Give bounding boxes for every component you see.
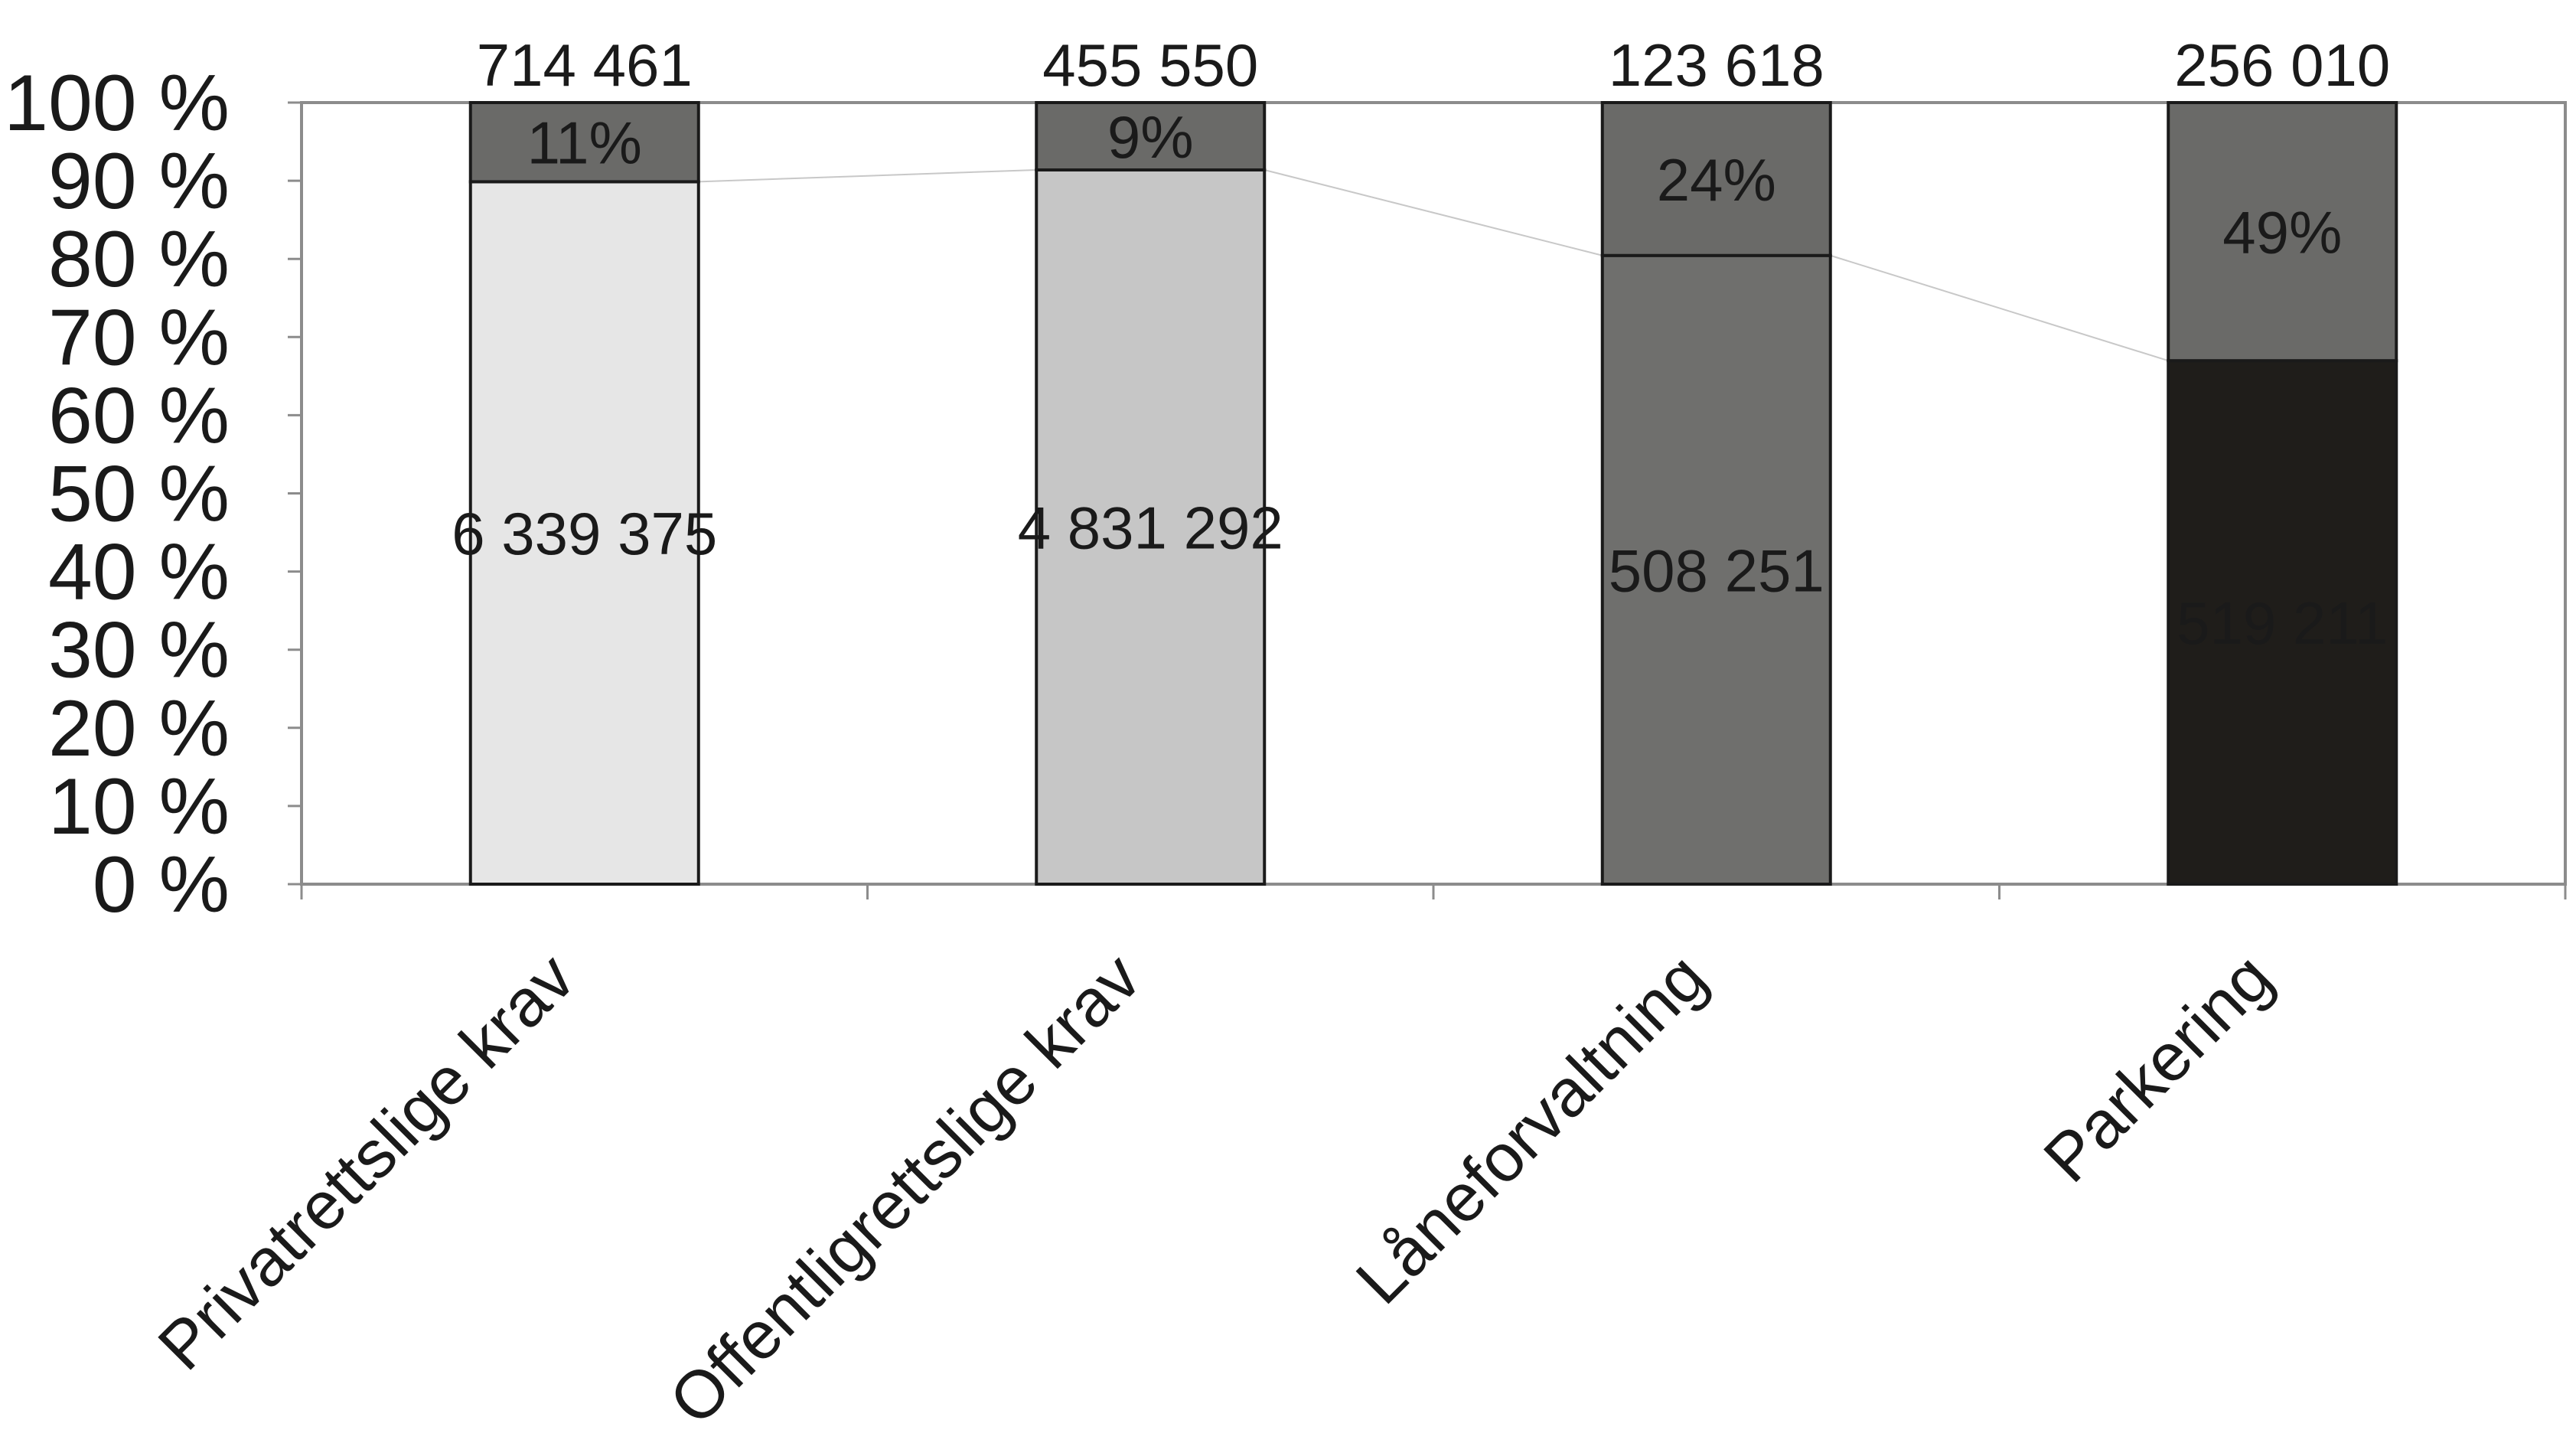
y-tick-label: 10 % [48,762,230,851]
value-label-lower: 4 831 292 [1018,494,1283,561]
bars [468,101,2398,886]
y-tick-label: 100 % [4,59,230,148]
y-tick-label: 60 % [48,371,230,460]
data-labels: 6 339 375 11% 714 461 4 831 292 9%455 550 508… [452,31,2390,657]
series-line [1830,254,2169,362]
value-label-upper: 455 550 [1042,31,1258,99]
y-tick-label: 20 % [48,684,230,773]
y-tick-label: 30 % [48,606,230,695]
value-label-lower: 519 211 [2177,589,2388,657]
percent-label-upper: 24% [1657,146,1776,214]
x-category-label: Privatrettslige krav [143,939,589,1384]
y-tick-label: 80 % [48,215,230,304]
bar-segment-lower [1035,168,1267,886]
value-label-lower: 6 339 375 [452,500,717,567]
x-axis: Privatrettslige krav Offentligrettslige k… [143,884,2567,1439]
y-tick-label: 90 % [48,137,230,226]
y-axis: 0 %10 %20 %30 %40 %50 %60 %70 %80 %90 %1… [4,59,302,929]
bar-segment-upper [468,101,700,184]
percent-label-upper: 49% [2222,199,2342,266]
series-line [698,168,1037,183]
series-line [1264,169,1603,256]
bar-segment-upper [1600,101,1832,257]
y-tick-label: 0 % [93,841,230,929]
y-tick-label: 70 % [48,293,230,382]
percent-label-upper: 11% [527,109,642,177]
x-category-label: Offentligrettslige krav [654,939,1154,1438]
bar-segment-lower [2167,359,2398,886]
bar-segment-upper [1035,101,1267,171]
percent-label-upper: 9% [1107,103,1194,171]
y-tick-label: 40 % [48,528,230,617]
value-label-upper: 714 461 [477,31,693,99]
value-label-lower: 508 251 [1609,537,1824,604]
x-category-label: Parkering [2029,939,2286,1196]
value-label-upper: 256 010 [2174,31,2390,99]
value-label-upper: 123 618 [1609,31,1824,99]
x-category-label: Låneforvaltning [1342,939,1721,1318]
bar-segment-lower [468,180,700,886]
bar-segment-upper [2167,101,2398,363]
y-tick-label: 50 % [48,450,230,539]
bar-segment-lower [1600,253,1832,886]
